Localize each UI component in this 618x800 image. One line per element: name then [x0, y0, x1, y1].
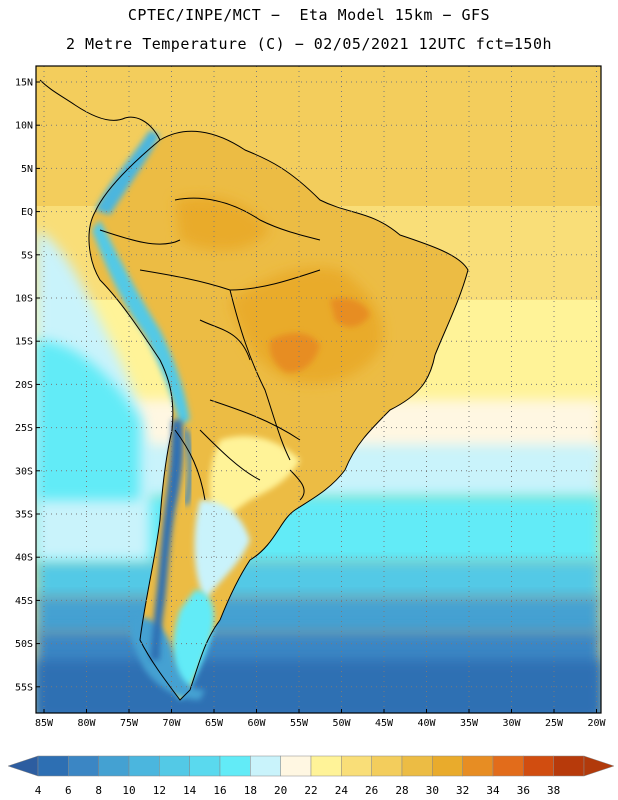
colorbar-swatch: [68, 755, 99, 777]
lon-tick-label: 85W: [35, 718, 54, 729]
map-title-line-1: CPTEC/INPE/MCT − Eta Model 15km − GFS: [127, 6, 491, 24]
colorbar-swatch: [98, 755, 130, 777]
colorbar-label: 28: [395, 784, 408, 797]
lat-tick-label: 5S: [21, 250, 33, 261]
lon-tick-label: 55W: [290, 718, 309, 729]
colorbar-swatch: [159, 755, 190, 777]
lat-tick-label: 30S: [15, 466, 33, 477]
lat-lon-gridlines: [36, 66, 601, 713]
colorbar-swatch: [492, 755, 524, 777]
colorbar-label: 26: [365, 784, 378, 797]
temperature-field: [36, 66, 601, 713]
lon-tick-label: 30W: [502, 718, 521, 729]
colorbar-label: 10: [122, 784, 135, 797]
lon-tick-label: 70W: [162, 718, 181, 729]
colorbar-label: 36: [517, 784, 530, 797]
colorbar-swatch: [280, 755, 312, 777]
colorbar-swatch: [432, 755, 463, 777]
colorbar-swatch: [341, 755, 372, 777]
colorbar-swatch: [371, 755, 403, 777]
colorbar-label: 38: [547, 784, 560, 797]
lat-tick-label: 50S: [15, 639, 33, 650]
lon-tick-label: 35W: [460, 718, 479, 729]
lat-tick-label: 55S: [15, 682, 33, 693]
colorbar-label: 8: [95, 784, 102, 797]
lon-tick-label: 60W: [247, 718, 266, 729]
colorbar-swatch: [310, 755, 342, 777]
colorbar-high-arrow: [583, 755, 615, 777]
latitude-axis: 15N 10N 5N EQ 5S 10S 15S 20S 25S 30S 35S 40S 45S 50S 5…: [15, 78, 40, 693]
lon-tick-label: 40W: [417, 718, 436, 729]
lon-tick-label: 25W: [545, 718, 564, 729]
lon-tick-label: 50W: [332, 718, 351, 729]
map-frame: [35, 65, 602, 714]
longitude-axis: 85W 80W 75W 70W 65W 60W 55W 50W 45W 40W 35W 30W 25W 2…: [35, 709, 607, 729]
lat-tick-label: 10S: [15, 294, 33, 305]
lat-tick-label: 15N: [15, 78, 33, 89]
colorbar-label: 34: [486, 784, 500, 797]
lon-tick-label: 80W: [77, 718, 96, 729]
colorbar-label: 24: [335, 784, 349, 797]
lat-tick-label: 40S: [15, 553, 33, 564]
colorbar-label: 4: [35, 784, 42, 797]
lat-tick-label: 10N: [15, 121, 33, 132]
colorbar-label: 6: [65, 784, 72, 797]
colorbar-swatch: [401, 755, 433, 777]
lon-tick-label: 20W: [587, 718, 606, 729]
colorbar-label: 30: [426, 784, 439, 797]
colorbar-label: 32: [456, 784, 469, 797]
lon-tick-label: 75W: [120, 718, 139, 729]
lat-tick-label: 45S: [15, 596, 33, 607]
colorbar: 4 6 8 10 12 14 16 18 20 22 24 26 28 30 32 34 36 38: [7, 755, 615, 797]
colorbar-label: 18: [244, 784, 257, 797]
colorbar-swatch: [553, 755, 585, 777]
colorbar-swatch: [128, 755, 160, 777]
lat-tick-label: 35S: [15, 510, 33, 521]
lon-tick-label: 65W: [205, 718, 224, 729]
colorbar-swatch: [462, 755, 494, 777]
lat-tick-label: 25S: [15, 423, 33, 434]
lat-tick-label: 5N: [21, 164, 33, 175]
colorbar-swatch: [189, 755, 221, 777]
colorbar-label: 20: [274, 784, 287, 797]
coastlines-and-borders: [39, 79, 469, 701]
colorbar-label: 12: [153, 784, 166, 797]
colorbar-swatch: [219, 755, 251, 777]
colorbar-label: 16: [213, 784, 226, 797]
colorbar-low-arrow: [7, 755, 39, 777]
lat-tick-label: 20S: [15, 380, 33, 391]
colorbar-label: 22: [304, 784, 317, 797]
colorbar-swatch: [250, 755, 281, 777]
lat-tick-label: EQ: [21, 207, 33, 218]
colorbar-swatch: [37, 755, 69, 777]
lat-tick-label: 15S: [15, 337, 33, 348]
colorbar-swatch: [523, 755, 554, 777]
colorbar-label: 14: [183, 784, 197, 797]
lon-tick-label: 45W: [375, 718, 394, 729]
map-title-line-2: 2 Metre Temperature (C) − 02/05/2021 12U…: [65, 35, 553, 53]
